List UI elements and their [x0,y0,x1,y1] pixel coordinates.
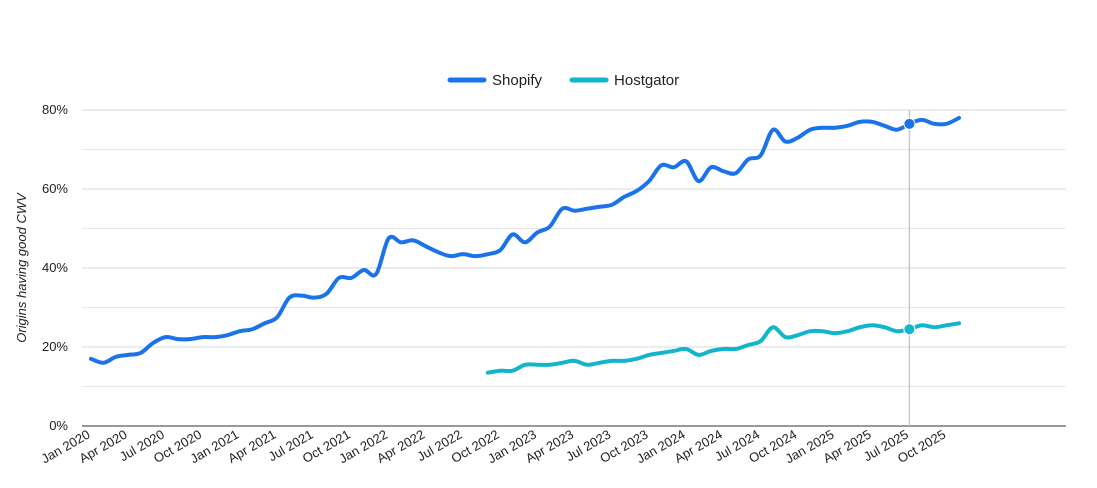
y-tick-label: 60% [42,181,68,196]
legend-label: Hostgator [614,72,679,89]
legend-item-hostgator[interactable]: Hostgator [569,72,679,89]
legend-item-shopify[interactable]: Shopify [447,72,543,89]
y-tick-label: 0% [49,418,68,433]
series-line-hostgator [485,321,961,375]
y-tick-label: 80% [42,102,68,117]
hover-markers [903,117,916,336]
y-tick-label: 40% [42,260,68,275]
gridlines [82,109,1066,387]
y-tick-label: 20% [42,339,68,354]
hover-marker-shopify [903,117,916,130]
series-line-shopify [89,115,961,365]
y-axis-label: Origins having good CWV [14,192,29,343]
legend: Shopify Hostgator [447,72,679,89]
y-axis-ticks: 0% 20% 40% 60% 80% [42,102,68,433]
series-lines [89,115,961,375]
legend-label: Shopify [492,72,543,89]
hover-marker-hostgator [903,323,916,336]
